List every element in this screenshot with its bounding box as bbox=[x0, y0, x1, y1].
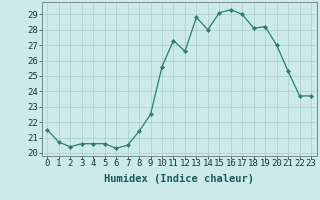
X-axis label: Humidex (Indice chaleur): Humidex (Indice chaleur) bbox=[104, 174, 254, 184]
